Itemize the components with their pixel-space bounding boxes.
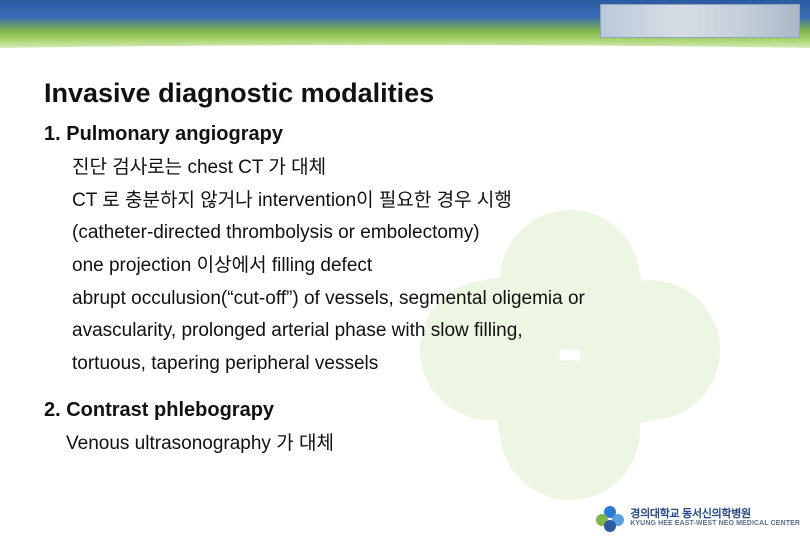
logo-main: 경의대학교 동서신의학병원 [630,508,751,520]
footer-logo: 경의대학교 동서신의학병원 KYUNG HEE EAST-WEST NEO ME… [596,506,800,530]
body-line: abrupt occulusion(“cut-off”) of vessels,… [72,283,780,316]
body-line: CT 로 충분하지 않거나 intervention이 필요한 경우 시행 [72,185,780,218]
banner-photo [600,4,800,38]
logo-sub: KYUNG HEE EAST-WEST NEO MEDICAL CENTER [630,520,800,528]
section-1-body: 진단 검사로는 chest CT 가 대체 CT 로 충분하지 않거나 inte… [72,152,780,381]
section-2-heading: 2. Contrast phlebograpy [44,399,780,422]
section-2-body: Venous ultrasonography 가 대체 [66,428,780,461]
top-banner [0,0,810,56]
logo-text: 경의대학교 동서신의학병원 KYUNG HEE EAST-WEST NEO ME… [630,508,800,529]
section-1: 1. Pulmonary angiograpy 진단 검사로는 chest CT… [44,123,780,381]
slide-content: Invasive diagnostic modalities 1. Pulmon… [44,78,780,460]
section-1-heading: 1. Pulmonary angiograpy [44,123,780,146]
body-line: Venous ultrasonography 가 대체 [66,428,780,461]
body-line: (catheter-directed thrombolysis or embol… [72,217,780,250]
section-2: 2. Contrast phlebograpy Venous ultrasono… [44,399,780,461]
body-line: one projection 이상에서 filling defect [72,250,780,283]
logo-icon [596,506,624,530]
body-line: avascularity, prolonged arterial phase w… [72,315,780,348]
body-line: 진단 검사로는 chest CT 가 대체 [72,152,780,185]
body-line: tortuous, tapering peripheral vessels [72,348,780,381]
slide-title: Invasive diagnostic modalities [44,78,780,109]
